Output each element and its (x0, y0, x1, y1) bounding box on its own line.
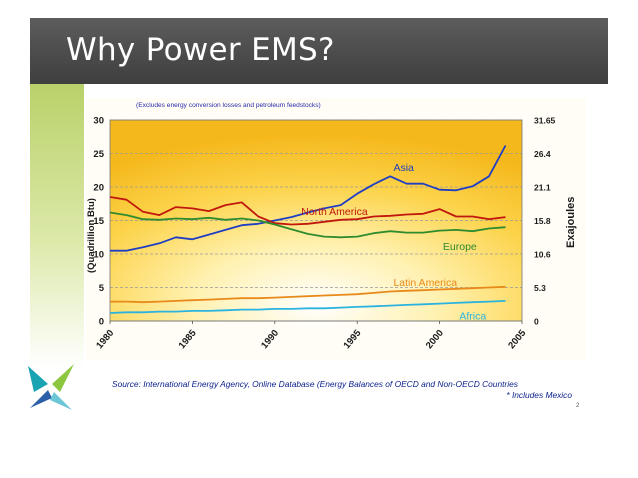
series-label-latin-america: Latin America (393, 277, 457, 289)
logo-green-wing (52, 364, 74, 392)
y-right-tick-label: 15.8 (534, 216, 551, 226)
y-right-tick-label: 10.6 (534, 250, 551, 260)
series-label-europe: Europe (443, 241, 477, 253)
y-tick-labels: 0 5 10 15 20 25 30 (93, 116, 104, 328)
source-text: Source: International Energy Agency, Onl… (112, 379, 518, 389)
side-accent-bar (30, 84, 84, 368)
logo-teal-wing (28, 366, 48, 392)
series-line-africa (109, 300, 506, 314)
y-right-tick-label: 5.3 (534, 283, 546, 293)
y-tick-label: 25 (93, 149, 104, 160)
y-tick-label: 10 (93, 250, 104, 261)
y-axis-label: (Quadrillion Btu) (86, 198, 97, 273)
title-bar: Why Power EMS? (30, 18, 608, 84)
y-right-tick-label: 0 (534, 317, 539, 327)
series-label-africa: Africa (459, 311, 486, 323)
series-line-europe (109, 211, 506, 239)
y-right-tick-labels: 0 5.3 10.6 15.8 21.1 26.4 31.65 (534, 116, 556, 327)
y-right-tick-label: 26.4 (534, 149, 551, 159)
y-right-tick-label: 31.65 (534, 116, 556, 126)
y-tick-label: 30 (93, 116, 104, 127)
plot-border (109, 119, 523, 322)
y-tick-label: 15 (93, 216, 104, 227)
y-tick-label: 20 (93, 183, 104, 194)
chart-subtitle: (Excludes energy conversion losses and p… (136, 102, 321, 109)
logo-blue-wing (30, 390, 52, 408)
logo-icon (28, 364, 74, 410)
series-lines (109, 145, 507, 314)
series-labels: Asia North America Europe Latin America Afri… (301, 162, 486, 323)
slide-title: Why Power EMS? (66, 32, 335, 68)
y-tick-label: 0 (99, 317, 104, 328)
series-line-latin-america (110, 285, 506, 304)
series-label-asia: Asia (393, 162, 414, 174)
source-note: * Includes Mexico (506, 390, 572, 400)
grid-lines (109, 119, 523, 322)
series-line-asia (110, 145, 507, 252)
y-right-tick-label: 21.1 (534, 183, 551, 193)
logo-light-wing (50, 392, 72, 410)
page-number: 2 (576, 403, 580, 409)
energy-chart: (Excludes energy conversion losses and p… (86, 98, 586, 360)
series-line-north-america (109, 196, 506, 226)
y-axis-right-label: Exajoules (565, 197, 577, 248)
y-tick-label: 5 (99, 283, 105, 294)
series-label-north-america: North America (301, 206, 368, 218)
